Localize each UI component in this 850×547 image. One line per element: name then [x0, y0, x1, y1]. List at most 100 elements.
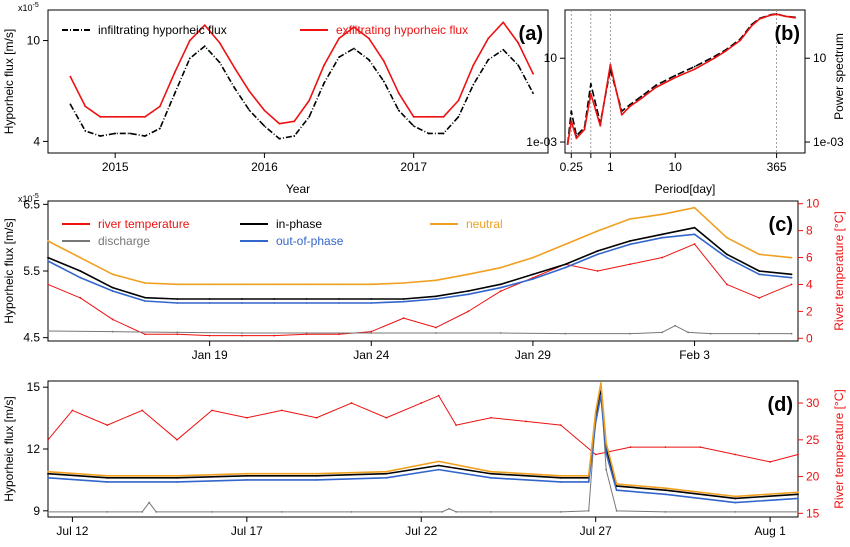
panel-b-series-1-point-6 [609, 63, 612, 66]
panel-d-series-3-point-2 [176, 481, 178, 483]
panel-a-series-1-point-18 [338, 37, 340, 40]
panel-a-series-1-point-2 [99, 115, 102, 118]
panel-a-series-1-point-14 [278, 122, 281, 125]
panel-d-series-1-point-12 [490, 510, 492, 513]
panel-d-series-0-point-19 [664, 446, 667, 449]
panel-a-series-0-point-2 [99, 135, 102, 137]
panel-c-series-0-point-2 [111, 318, 114, 321]
panel-b-series-1-point-9 [640, 97, 643, 100]
panel-d-series-2-point-15 [734, 497, 737, 500]
panel-d-y2-tick-label-3: 30 [806, 396, 820, 410]
panel-a-y-multiplier: x10-5 [18, 2, 39, 13]
panel-d-series-0-point-2 [106, 424, 109, 427]
panel-a-series-line-0 [69, 45, 534, 140]
panel-b-series-1-point-15 [739, 39, 742, 42]
panel-c-series-4-point-13 [467, 273, 470, 276]
panel-d-x-tick-label-1: Jul 17 [231, 524, 263, 538]
panel-c-series-3-point-16 [564, 266, 567, 269]
panel-d-series-1-point-5 [211, 510, 213, 513]
panel-c-series-1-point-15 [790, 332, 793, 335]
panel-b-series-1-point-19 [775, 13, 778, 16]
panel-d-series-3-point-9 [587, 481, 590, 483]
panel-c-series-3-point-17 [596, 253, 599, 256]
panel-a-series-1-point-22 [397, 92, 400, 95]
panel-c-series-4-point-14 [499, 266, 502, 269]
legend-c-item-4-label: neutral [466, 217, 503, 231]
panel-c-series-0-point-3 [144, 333, 146, 336]
panel-c-series-1-point-5 [370, 332, 373, 334]
panel-c-series-2-point-4 [176, 298, 179, 300]
panel-b-series-1-point-12 [693, 68, 696, 71]
panel-c-series-0-point-18 [629, 263, 631, 266]
panel-a-series-1-point-1 [84, 105, 87, 108]
panel-c-series-line-4 [47, 206, 792, 286]
panel-b-y-tick-label-0: 1e-03 [526, 135, 557, 149]
panel-b-series-1-point-0 [566, 143, 569, 145]
panel-c-series-3-point-2 [111, 290, 114, 292]
panel-a-series-0-point-13 [263, 125, 266, 127]
panel-d-series-2-point-3 [245, 474, 248, 477]
panel-d-series-1-point-21 [797, 510, 799, 513]
panel-d-series-3-point-3 [245, 479, 248, 481]
panel-c-series-1-point-12 [687, 331, 689, 334]
panel-a-series-1-point-9 [203, 24, 206, 27]
panel-c-series-0-point-7 [273, 334, 276, 337]
legend-a-item-1-label: exfiltrating hyporheic flux [336, 23, 468, 37]
panel-b-series-1-point-4 [589, 92, 592, 95]
panel-a-series-0-point-27 [472, 83, 475, 86]
panel-b-x-label: Period[day] [655, 182, 716, 196]
panel-c-series-2-point-5 [208, 298, 211, 300]
panel-d-series-1-point-6 [280, 510, 283, 513]
panel-c-series-4-point-10 [370, 283, 373, 286]
legend-a: infiltrating hyporheic flux exfiltrating … [62, 23, 468, 37]
panel-a-series-1-point-28 [487, 37, 490, 40]
legend-c-item-0-label: river temperature [98, 217, 190, 231]
panel-d-series-1-point-17 [605, 468, 608, 471]
panel-a-series-0-point-16 [308, 115, 311, 118]
panel-d-series-2-point-5 [385, 472, 388, 475]
panel-d-series-4-point-0 [47, 470, 49, 473]
panel-c-series-3-point-1 [79, 276, 82, 279]
panel-c-series-3-point-13 [467, 293, 470, 296]
panel-d-series-3-point-1 [106, 481, 109, 483]
panel-a-series-0-point-17 [323, 82, 326, 84]
panel-b-y-right-tick-label-1: 10 [813, 51, 827, 65]
panel-d-series-4-point-14 [664, 487, 667, 490]
panel-c-series-4-point-1 [79, 256, 82, 259]
panel-d-series-2-point-7 [490, 472, 492, 475]
panel-b-series-1-point-17 [758, 18, 761, 20]
panel-a-series-0-point-20 [368, 58, 370, 61]
panel-b-series-0-point-10 [654, 84, 657, 87]
panel-c-series-2-point-14 [499, 283, 502, 286]
panel-c-series-3-point-10 [370, 302, 373, 304]
panel-c-series-0-point-17 [596, 270, 599, 272]
panel-b-series-0-point-11 [674, 74, 677, 77]
panel-a-series-1-point-25 [442, 115, 445, 118]
panel-d-y-tick-label-1: 12 [27, 442, 41, 456]
panel-c-y2-tick-label-2: 4 [806, 277, 813, 291]
panel-c-series-1-point-13 [709, 332, 712, 335]
panel-b-x-tick-label-0: 0.25 [560, 160, 584, 174]
panel-b-series-1-point-1 [570, 120, 573, 122]
panel-c-series-line-0 [47, 243, 792, 337]
panel-b-series-1-point-13 [713, 57, 716, 60]
panel-c-series-0-point-9 [338, 333, 340, 336]
legend-c: river temperature discharge in-phase out-of… [62, 217, 503, 248]
panel-c-series-0-point-19 [661, 256, 664, 259]
panel-c-series-3-point-5 [208, 302, 211, 304]
panel-d-series-2-point-1 [106, 476, 109, 479]
panel-d-series-3-point-14 [664, 493, 667, 496]
panel-c-series-4-point-21 [725, 236, 728, 239]
panel-b-series-0-point-4 [589, 82, 592, 85]
panel-d-series-0-point-4 [176, 438, 178, 441]
panel-c-series-line-3 [47, 233, 792, 304]
panel-a-series-0-point-1 [84, 130, 87, 132]
panel-d-series-0-point-16 [559, 424, 562, 427]
panel-d-series-0-point-12 [437, 394, 440, 397]
panel-a-series-0-point-4 [129, 132, 131, 135]
panel-b-series-line-0 [566, 13, 796, 145]
panel-a-series-1-point-21 [382, 60, 385, 62]
panel-c-series-2-point-9 [338, 298, 340, 300]
panel-c-series-0-point-13 [467, 310, 470, 313]
panel-b-series-1-point-7 [620, 113, 623, 116]
